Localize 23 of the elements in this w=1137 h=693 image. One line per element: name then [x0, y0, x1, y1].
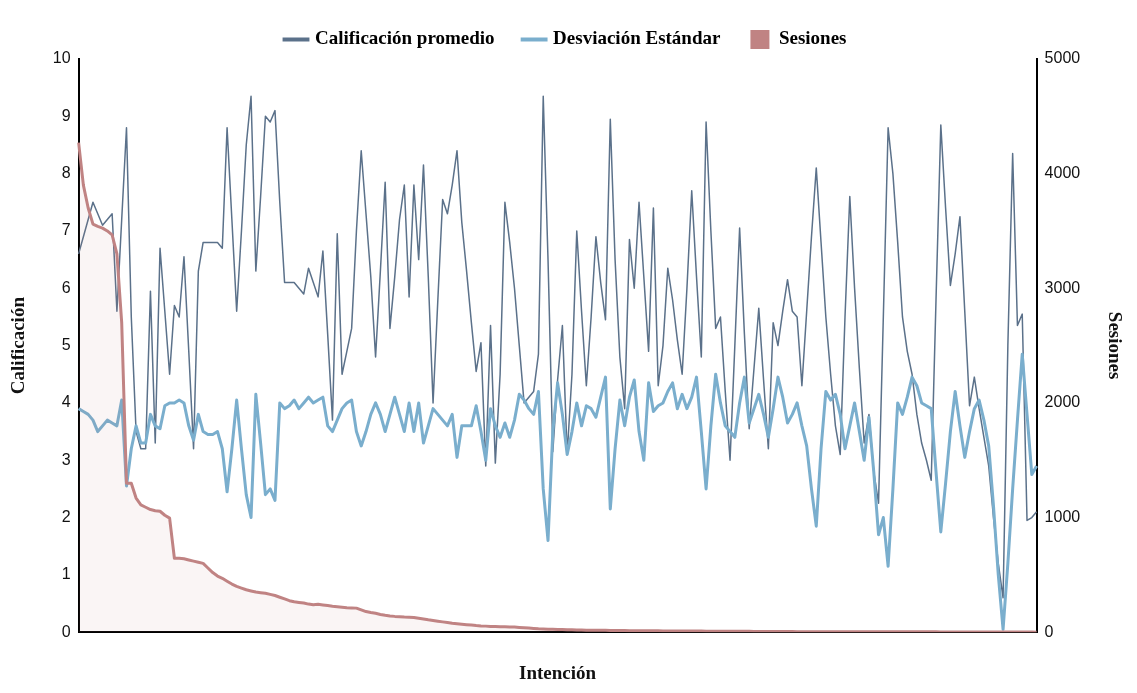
y2-tick-label: 2000	[1044, 393, 1081, 411]
y-tick-label: 3	[61, 450, 71, 468]
y-tick-label: 10	[52, 49, 71, 67]
y-tick-label: 8	[61, 164, 71, 182]
y-tick-label: 1	[61, 565, 71, 583]
x-axis-title: Intención	[519, 661, 597, 683]
y-tick-label: 9	[61, 106, 71, 124]
y-tick-label: 4	[61, 393, 71, 411]
y-tick-label: 2	[61, 507, 71, 525]
legend-label: Calificación promedio	[315, 27, 495, 49]
y2-tick-label: 5000	[1044, 49, 1081, 67]
y-tick-label: 5	[61, 336, 71, 354]
legend-label: Desviación Estándar	[553, 27, 721, 49]
y-tick-label: 0	[61, 622, 71, 640]
y2-tick-label: 1000	[1044, 507, 1081, 525]
y2-tick-label: 4000	[1044, 164, 1081, 182]
y2-tick-label: 3000	[1044, 278, 1081, 296]
y-tick-label: 7	[61, 221, 71, 239]
y2-axis-title: Sesiones	[1104, 311, 1126, 380]
legend-label: Sesiones	[778, 27, 847, 49]
y2-tick-label: 0	[1044, 622, 1054, 640]
y-axis-title: Calificación	[7, 296, 29, 395]
y-tick-label: 6	[61, 278, 71, 296]
